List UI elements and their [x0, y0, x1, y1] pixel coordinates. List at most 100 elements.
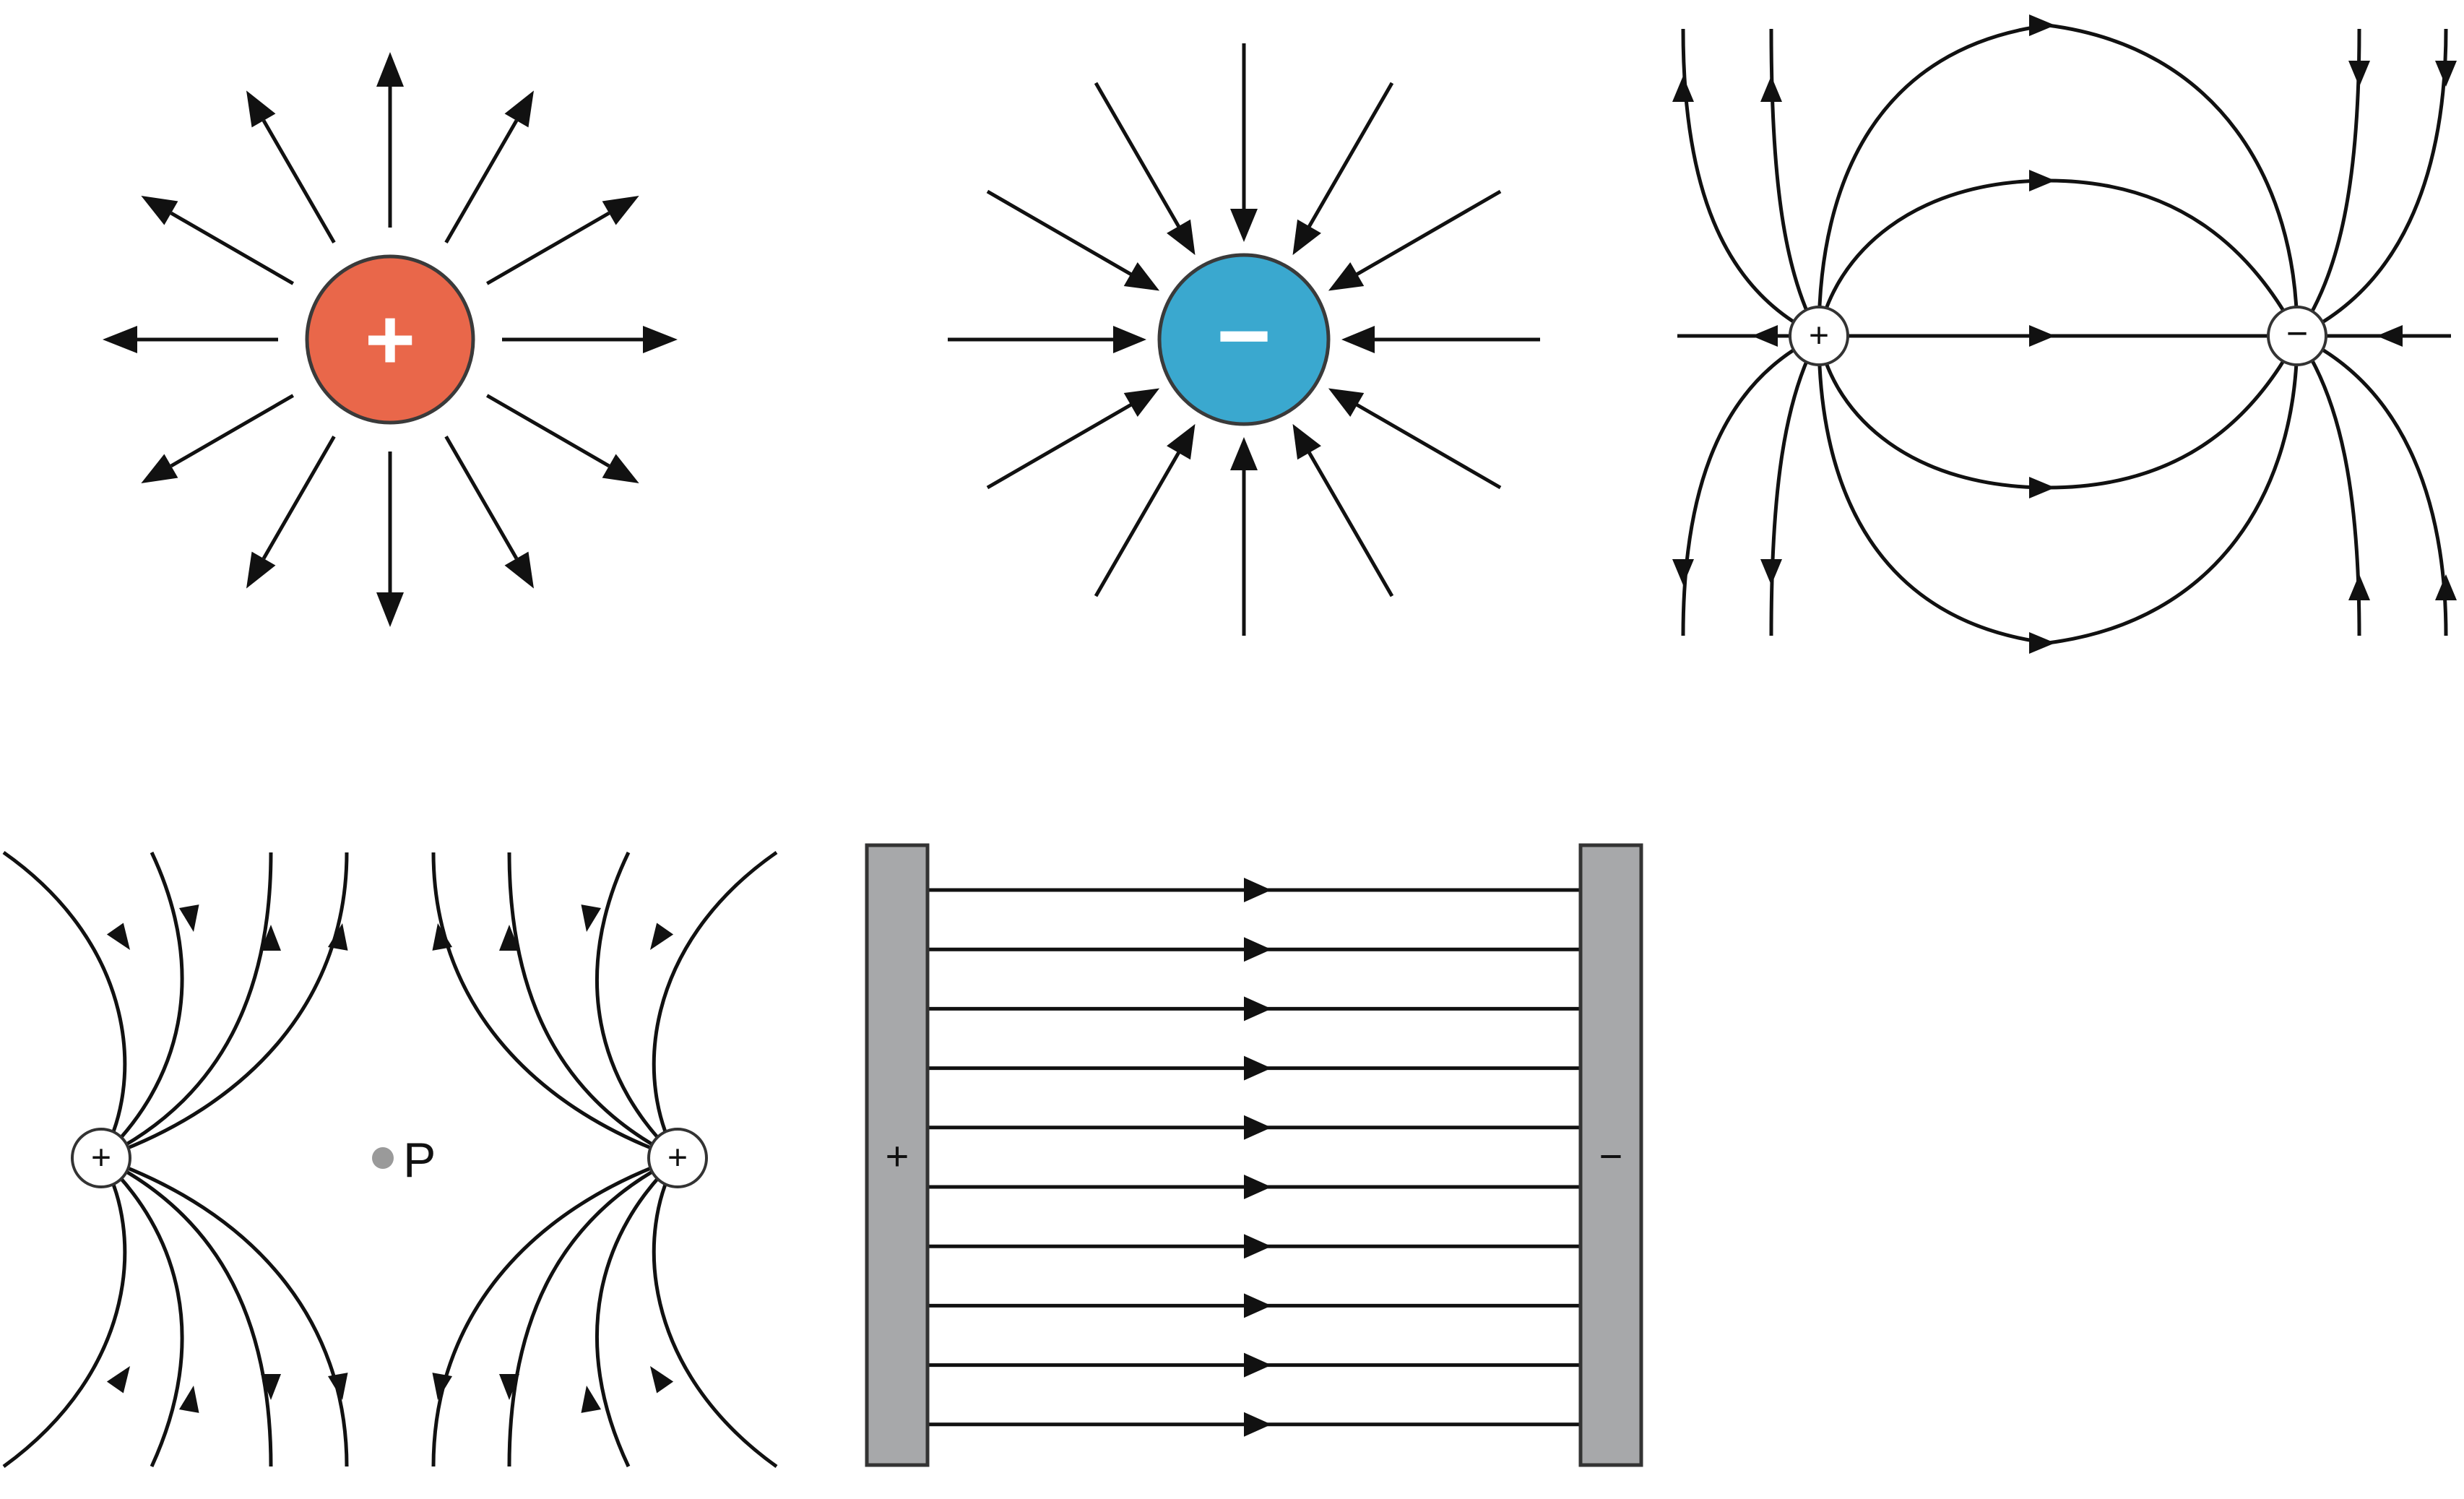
field-line	[2, 1157, 127, 1469]
field-line	[507, 852, 679, 1160]
field-line	[507, 1156, 679, 1467]
field-line	[1303, 444, 1394, 597]
arrowhead	[581, 904, 602, 932]
field-line	[1094, 444, 1185, 597]
arrowhead	[504, 551, 534, 589]
field-line	[261, 435, 336, 560]
arrowhead	[1760, 559, 1782, 585]
arrowhead	[1167, 423, 1196, 460]
negative-charge-field-panel: −	[948, 43, 1540, 636]
arrowhead	[103, 326, 137, 353]
positive-charge	[305, 254, 475, 425]
field-line	[1769, 28, 1821, 337]
right-positive-sign: +	[667, 1139, 688, 1178]
arrowhead	[246, 90, 276, 128]
field-line	[170, 394, 295, 468]
arrowhead	[1230, 209, 1258, 242]
left-positive-charge	[71, 1128, 131, 1188]
arrowhead	[1244, 1293, 1271, 1318]
arrowhead	[141, 196, 178, 225]
arrowhead	[1123, 262, 1160, 291]
field-line	[2296, 28, 2448, 338]
field-line	[595, 851, 679, 1159]
arrowhead	[2029, 632, 2055, 654]
field-line	[100, 1156, 349, 1467]
field-line	[444, 435, 519, 560]
arrowhead	[499, 1374, 519, 1400]
field-line	[1817, 178, 2299, 336]
arrowhead	[602, 196, 639, 225]
arrowhead	[1244, 996, 1271, 1021]
positive-charge-field-panel: +	[103, 52, 678, 627]
arrowhead	[1341, 326, 1375, 353]
like-charges-field-lines	[2, 850, 778, 1469]
arrowhead	[432, 1373, 453, 1400]
like-charges-field-panel: + + P	[2, 850, 778, 1469]
field-line	[485, 211, 610, 285]
arrowhead	[2377, 325, 2403, 347]
arrowhead	[1167, 219, 1196, 256]
arrowhead	[1292, 423, 1321, 460]
arrowhead	[1244, 937, 1271, 962]
field-line	[2, 850, 127, 1159]
arrowhead	[1672, 76, 1694, 102]
arrowhead	[1230, 437, 1258, 470]
arrowhead	[650, 923, 674, 950]
arrowhead	[1292, 219, 1321, 256]
negative-charge-sign: −	[1216, 282, 1271, 388]
field-line	[986, 399, 1139, 490]
dipole-field-panel: + −	[1672, 14, 2457, 654]
arrowhead	[2029, 170, 2055, 191]
arrowhead	[1244, 1055, 1271, 1081]
arrowhead	[106, 1366, 130, 1394]
positive-plate	[865, 843, 930, 1467]
field-line	[986, 189, 1139, 280]
field-line	[2295, 28, 2361, 337]
dipole-positive-charge	[1789, 306, 1849, 366]
field-line	[1769, 334, 1821, 636]
arrowhead	[1244, 1412, 1271, 1437]
like-charges-arrowheads	[106, 904, 674, 1413]
arrowhead	[581, 1386, 602, 1413]
arrowhead	[1760, 76, 1782, 102]
arrowhead	[1328, 262, 1365, 291]
dipole-negative-charge	[2267, 306, 2327, 366]
parallel-plates-field-panel: + −	[865, 843, 1643, 1467]
arrowhead	[1328, 388, 1365, 417]
right-positive-charge	[647, 1128, 708, 1188]
field-line	[100, 852, 349, 1160]
arrowhead	[261, 925, 281, 951]
arrowhead	[1672, 559, 1694, 585]
dipole-arrowheads	[1672, 14, 2457, 654]
outward-field-lines	[103, 52, 678, 627]
arrowhead	[2029, 477, 2055, 498]
arrowhead	[499, 925, 519, 951]
field-line	[431, 1156, 678, 1467]
inward-field-lines	[948, 43, 1540, 636]
arrowhead	[327, 1373, 348, 1400]
arrowhead	[327, 923, 348, 951]
field-line	[100, 851, 184, 1159]
dipole-negative-sign: −	[2286, 313, 2308, 355]
arrowhead	[376, 52, 404, 87]
field-line	[1817, 337, 2299, 645]
arrowhead	[650, 1366, 674, 1394]
field-line	[170, 211, 295, 285]
field-line	[100, 852, 273, 1160]
field-line	[100, 1157, 184, 1468]
field-line	[1349, 189, 1502, 280]
arrowhead	[2435, 574, 2457, 600]
field-line	[595, 1157, 679, 1468]
arrowhead	[261, 1374, 281, 1400]
positive-charge-sign: +	[365, 291, 415, 388]
arrowhead	[2435, 61, 2457, 87]
left-positive-sign: +	[91, 1139, 111, 1178]
point-p-label: P	[403, 1133, 436, 1188]
field-line	[1817, 336, 2299, 490]
arrowhead	[1123, 388, 1160, 417]
field-line	[2295, 334, 2361, 636]
dipole-positive-sign: +	[1809, 317, 1829, 355]
field-line	[2296, 334, 2448, 636]
field-line	[431, 852, 678, 1160]
